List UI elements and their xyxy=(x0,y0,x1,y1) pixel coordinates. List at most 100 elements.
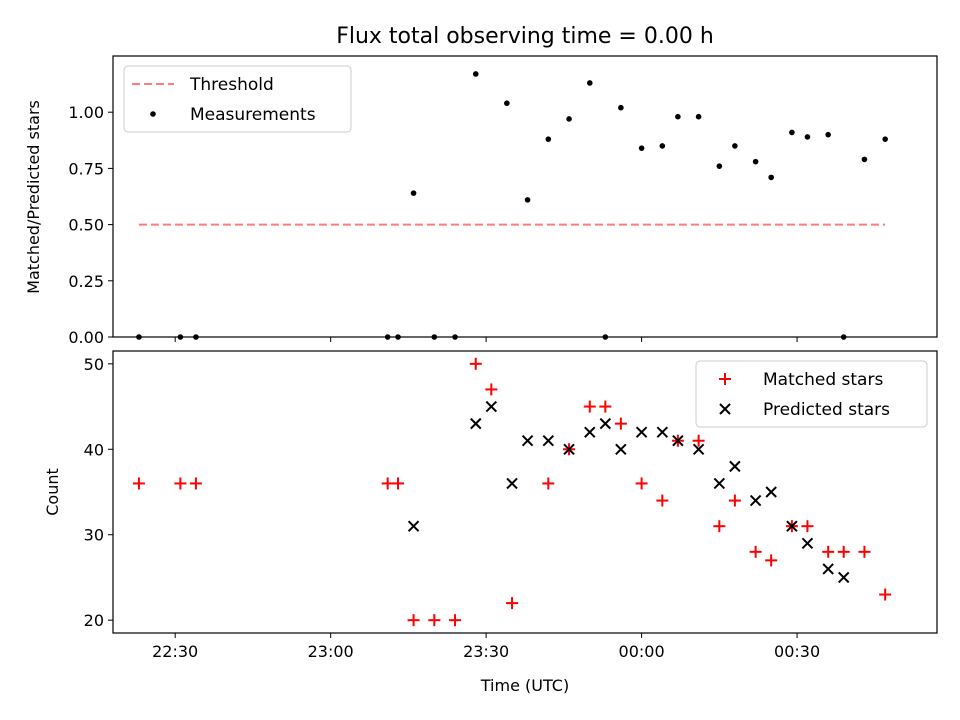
predicted-star-point xyxy=(672,435,684,447)
bottom-y-axis-label: Count xyxy=(43,468,62,516)
matched-star-point xyxy=(428,614,441,627)
measurement-point xyxy=(752,158,759,165)
measurement-point xyxy=(524,197,531,203)
matched-star-point xyxy=(728,494,741,507)
measurement-point xyxy=(716,163,723,169)
predicted-legend-label: Predicted stars xyxy=(763,400,890,420)
matched-legend-swatch xyxy=(719,373,731,385)
matched-star-point xyxy=(713,520,726,533)
matched-star-point xyxy=(469,357,482,370)
measurement-point xyxy=(410,190,417,196)
predicted-star-point xyxy=(615,443,627,455)
matched-star-point xyxy=(583,400,596,413)
bottom-ytick-label: 30 xyxy=(84,526,104,545)
bottom-ytick-label: 50 xyxy=(84,355,104,374)
bottom-x-axis-label: Time (UTC) xyxy=(480,676,569,695)
matched-star-point xyxy=(449,614,462,627)
measurement-point xyxy=(586,80,593,86)
measurement-point xyxy=(861,156,868,163)
matched-star-point xyxy=(635,477,648,490)
top-plot-frame xyxy=(112,55,938,338)
measurement-point xyxy=(545,136,552,142)
predicted-star-point xyxy=(692,443,705,455)
matched-star-point xyxy=(542,477,555,490)
predicted-star-point xyxy=(506,477,518,490)
top-panel: Flux total observing time = 0.00 h Match… xyxy=(24,24,938,347)
top-ytick-label: 0.00 xyxy=(68,328,104,347)
threshold-legend-label: Threshold xyxy=(189,75,274,95)
matched-star-point xyxy=(656,494,669,507)
top-ytick-label: 0.50 xyxy=(68,216,104,235)
top-legend: Threshold Measurements xyxy=(123,65,352,133)
bottom-xtick-label: 23:00 xyxy=(308,642,354,661)
matched-star-point xyxy=(765,554,778,567)
measurement-point xyxy=(659,143,666,149)
measurement-point xyxy=(638,145,645,151)
measurement-point xyxy=(695,113,702,120)
predicted-star-point xyxy=(765,486,777,498)
matched-star-point xyxy=(132,477,145,490)
matched-star-point xyxy=(485,383,498,396)
matched-star-point xyxy=(879,588,892,601)
matched-star-point xyxy=(506,597,519,610)
top-chart-title: Flux total observing time = 0.00 h xyxy=(336,24,714,49)
matched-star-point xyxy=(392,477,405,490)
predicted-star-point xyxy=(407,520,420,532)
top-y-axis-label: Matched/Predicted stars xyxy=(24,100,43,294)
bottom-legend: Matched stars Predicted stars xyxy=(695,360,928,428)
matched-star-point xyxy=(614,417,627,430)
bottom-ytick-label: 20 xyxy=(84,611,104,630)
top-ytick-label: 0.25 xyxy=(68,272,104,291)
bottom-x-ticks: 22:30 23:00 23:30 00:00 00:30 xyxy=(152,633,820,661)
matched-star-point xyxy=(599,400,612,413)
predicted-star-point xyxy=(729,460,741,473)
predicted-star-point xyxy=(801,537,814,549)
top-x-ticks xyxy=(174,337,798,342)
top-ytick-label: 1.00 xyxy=(68,103,104,122)
predicted-star-point xyxy=(584,426,596,438)
bottom-xtick-label: 00:00 xyxy=(619,642,665,661)
matched-star-point xyxy=(837,545,850,558)
matched-star-point xyxy=(407,614,420,627)
predicted-star-point xyxy=(822,563,834,575)
matched-star-point xyxy=(801,520,814,533)
matched-star-point xyxy=(692,434,705,447)
predicted-legend-swatch xyxy=(719,403,731,415)
measurements-legend-label: Measurements xyxy=(190,105,316,125)
predicted-star-point xyxy=(656,426,669,438)
bottom-xtick-label: 23:30 xyxy=(463,642,509,661)
bottom-xtick-label: 00:30 xyxy=(774,642,820,661)
top-y-ticks: 0.00 0.25 0.50 0.75 1.00 xyxy=(68,103,113,347)
bottom-panel: Count Time (UTC) 20 30 40 50 22:30 23:00 23:3… xyxy=(43,350,938,695)
matched-star-point xyxy=(749,545,762,558)
measurement-point xyxy=(618,104,624,111)
bottom-ytick-label: 40 xyxy=(84,440,104,459)
predicted-star-point xyxy=(838,571,850,584)
measurement-point xyxy=(504,100,510,107)
top-legend-box xyxy=(123,65,352,133)
predicted-star-point xyxy=(470,417,482,430)
matched-star-point xyxy=(858,545,871,558)
predicted-star-point xyxy=(599,417,612,430)
matched-star-point xyxy=(822,545,835,558)
matched-legend-label: Matched stars xyxy=(763,370,883,390)
measurement-point xyxy=(472,71,479,77)
predicted-star-point xyxy=(749,494,762,507)
predicted-star-point xyxy=(485,400,498,413)
measurement-point xyxy=(789,129,795,136)
matched-star-point xyxy=(381,477,394,490)
predicted-star-point xyxy=(542,435,555,447)
predicted-star-point xyxy=(786,520,798,532)
predicted-star-point xyxy=(713,477,726,490)
measurement-point xyxy=(825,131,831,138)
bottom-xtick-label: 22:30 xyxy=(152,642,198,661)
top-ytick-label: 0.75 xyxy=(68,159,104,178)
measurement-point xyxy=(882,136,888,142)
predicted-star-point xyxy=(635,426,648,438)
measurement-point xyxy=(804,134,811,140)
bottom-legend-box xyxy=(695,360,928,428)
measurement-point xyxy=(566,116,572,122)
bottom-y-ticks: 20 30 40 50 xyxy=(84,355,113,630)
predicted-star-point xyxy=(563,443,575,455)
